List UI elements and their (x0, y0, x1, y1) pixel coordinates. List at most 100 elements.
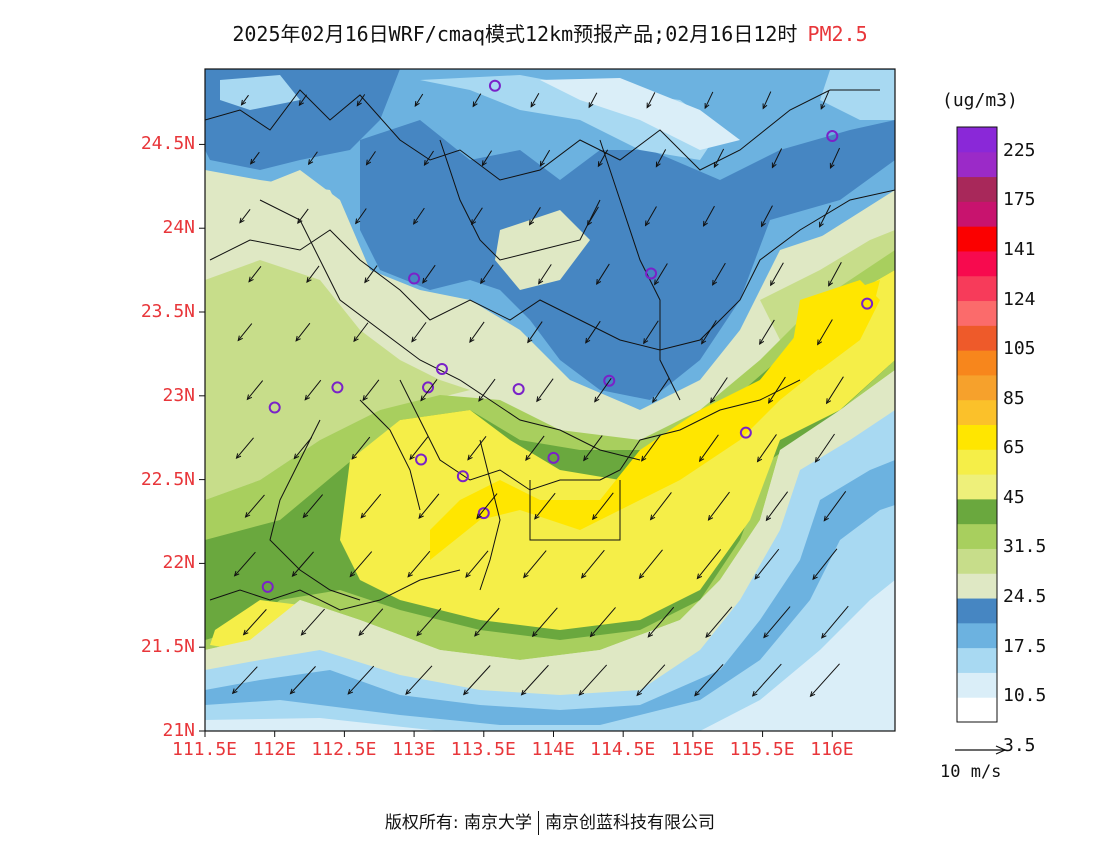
wind-arrow (413, 207, 425, 225)
colorbar-swatch (957, 151, 997, 178)
colorbar (956, 126, 998, 723)
wind-arrow (597, 149, 609, 168)
wind-arrow (246, 380, 264, 401)
wind-arrow (536, 378, 554, 403)
wind-arrow (586, 206, 599, 227)
station-marker (435, 362, 448, 375)
plot-frame (204, 68, 896, 732)
colorbar-swatch (957, 176, 997, 202)
footer-separator (538, 811, 540, 835)
station-marker (415, 453, 428, 466)
wind-arrow (407, 550, 431, 578)
station-marker (547, 451, 560, 464)
station-marker (488, 79, 501, 92)
wind-arrow (233, 551, 256, 577)
wind-arrow (240, 94, 249, 106)
colorbar-label: 225 (1003, 139, 1036, 161)
colorbar-swatch (957, 449, 997, 475)
wind-arrow (420, 379, 438, 402)
station-marker (645, 267, 658, 280)
colorbar-swatch (957, 350, 997, 376)
wind-arrow (767, 376, 786, 404)
wind-arrow (588, 92, 598, 109)
colorbar-label: 141 (1003, 238, 1036, 260)
colorbar-swatch (957, 399, 997, 425)
colorbar-swatch (957, 598, 997, 624)
wind-arrow (762, 91, 772, 110)
wind-arrow (751, 663, 782, 697)
wind-arrow (302, 494, 324, 519)
copyright-footer: 版权所有: 南京大学 南京创蓝科技有限公司 (0, 808, 1100, 835)
colorbar-label: 45 (1003, 486, 1025, 508)
colorbar-swatch (957, 300, 997, 326)
wind-arrow (239, 208, 251, 224)
wind-arrow (405, 665, 433, 696)
wind-arrow (353, 322, 369, 343)
colorbar-label: 31.5 (1003, 536, 1047, 558)
wind-arrow (829, 147, 841, 169)
wind-arrow (698, 434, 719, 463)
wind-arrow (423, 150, 434, 166)
reference-vector-label: 10 m/s (940, 762, 1002, 782)
wind-arrow (583, 435, 603, 462)
wind-arrow (825, 376, 844, 405)
colorbar-swatch (957, 424, 997, 450)
wind-arrow (297, 208, 309, 225)
lon-tick-label: 116E (810, 739, 854, 760)
wind-arrow (712, 262, 726, 286)
wind-arrow (538, 264, 552, 285)
colorbar-swatch (957, 325, 997, 351)
wind-arrow (531, 607, 558, 638)
wind-arrow (705, 606, 733, 639)
concentration-field (205, 69, 895, 731)
footer-left: 版权所有: 南京大学 (384, 813, 533, 833)
colorbar-swatch (957, 548, 997, 574)
station-marker (261, 580, 274, 593)
station-markers (261, 79, 874, 593)
axis-ticks (199, 143, 833, 737)
admin-boundaries (205, 89, 895, 611)
wind-arrow (821, 605, 849, 639)
colorbar-swatch (957, 498, 997, 525)
wind-arrow (289, 666, 316, 695)
station-marker (408, 272, 421, 285)
wind-arrow (356, 94, 366, 107)
colorbar-frame (956, 126, 998, 723)
lat-tick-label: 22N (162, 552, 195, 574)
station-marker (861, 297, 874, 310)
wind-arrow (298, 94, 308, 107)
wind-arrow (248, 266, 262, 283)
wind-arrow (713, 148, 725, 169)
wind-arrow (591, 492, 614, 521)
wind-arrow (304, 379, 322, 401)
lat-tick-label: 23N (162, 384, 195, 406)
wind-arrow (525, 435, 545, 461)
colorbar-unit: (ug/m3) (942, 90, 1018, 111)
colorbar-label: 124 (1003, 288, 1036, 310)
wind-arrow (654, 263, 668, 286)
lon-tick-label: 114.5E (590, 739, 656, 760)
station-marker (422, 381, 435, 394)
wind-arrow (819, 205, 831, 228)
wind-arrow (530, 92, 540, 108)
colorbar-swatch (957, 201, 997, 227)
wind-arrow (249, 151, 260, 165)
wind-arrow (418, 493, 440, 520)
wind-arrow (814, 433, 835, 463)
lon-tick-label: 115.5E (729, 739, 795, 760)
wind-arrow (480, 264, 494, 285)
wind-arrow (820, 90, 830, 110)
lon-tick-label: 111.5E (172, 739, 238, 760)
colorbar-swatch (957, 250, 997, 277)
colorbar-label: 10.5 (1003, 685, 1047, 707)
reference-vector-arrow (955, 745, 1007, 755)
wind-arrow (478, 378, 496, 402)
lat-tick-label: 24.5N (140, 133, 195, 155)
lon-tick-label: 112.5E (311, 739, 377, 760)
wind-arrow (416, 608, 442, 637)
wind-arrow (701, 320, 717, 345)
colorbar-label: 17.5 (1003, 635, 1047, 657)
wind-arrow (756, 434, 777, 463)
wind-arrow (647, 606, 675, 638)
wind-arrow (422, 264, 436, 284)
